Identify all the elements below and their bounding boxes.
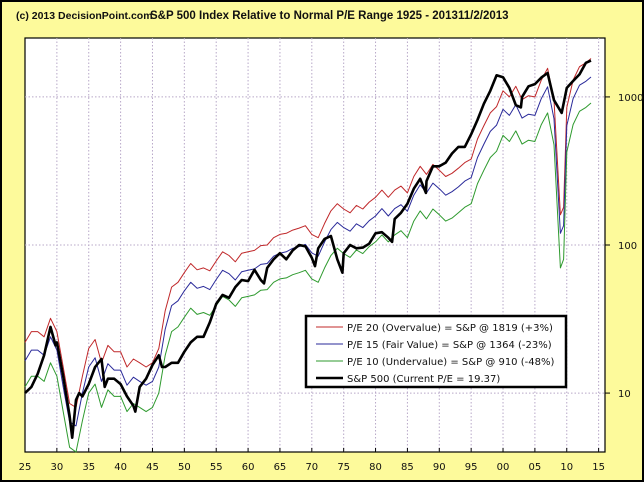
x-tick-label: 55 <box>210 462 223 473</box>
legend-box <box>304 314 568 389</box>
series-line-1 <box>24 76 592 427</box>
legend-label: P/E 15 (Fair Value) = S&P @ 1364 (-23%) <box>347 340 552 351</box>
x-tick-label: 10 <box>560 462 573 473</box>
header: (c) 2013 DecisionPoint.com S&P 500 Index… <box>0 10 644 28</box>
x-tick-label: 45 <box>146 462 159 473</box>
plot-area <box>24 37 606 453</box>
series-line-0 <box>24 58 592 408</box>
y-axis: 10 100 1000 <box>605 93 643 400</box>
x-tick-label: 85 <box>401 462 414 473</box>
x-tick-label: 50 <box>178 462 191 473</box>
grid <box>25 38 605 452</box>
x-tick-label: 65 <box>274 462 287 473</box>
legend-label: P/E 10 (Undervalue) = S&P @ 910 (-48%) <box>347 357 554 368</box>
x-tick-label: 90 <box>433 462 446 473</box>
x-tick-label: 00 <box>497 462 510 473</box>
legend: P/E 20 (Overvalue) = S&P @ 1819 (+3%) P/E… <box>304 314 568 389</box>
legend-label: S&P 500 (Current P/E = 19.37) <box>347 374 500 385</box>
x-tick-label: 30 <box>51 462 64 473</box>
x-axis: 25 30 35 40 45 50 55 60 65 70 75 80 85 90 95 00 05 10 15 <box>19 448 605 473</box>
series-group <box>24 58 592 453</box>
chart-date: 11/2/2013 <box>458 10 509 22</box>
chart-title: S&P 500 Index Relative to Normal P/E Ran… <box>150 10 458 22</box>
x-tick-label: 35 <box>82 462 95 473</box>
x-tick-label: 80 <box>369 462 382 473</box>
x-tick-label: 95 <box>465 462 478 473</box>
y-tick-label: 100 <box>618 241 637 252</box>
x-tick-label: 05 <box>529 462 542 473</box>
x-tick-label: 15 <box>592 462 605 473</box>
x-tick-label: 60 <box>242 462 255 473</box>
credit-text: (c) 2013 DecisionPoint.com <box>16 10 153 22</box>
legend-label: P/E 20 (Overvalue) = S&P @ 1819 (+3%) <box>347 323 553 334</box>
x-tick-label: 75 <box>337 462 350 473</box>
y-tick-label: 10 <box>618 389 631 400</box>
y-tick-label: 1000 <box>618 93 643 104</box>
series-line-2 <box>24 102 592 453</box>
x-tick-label: 70 <box>305 462 318 473</box>
x-tick-label: 40 <box>114 462 127 473</box>
series-line-3 <box>24 59 592 440</box>
x-tick-label: 25 <box>19 462 32 473</box>
